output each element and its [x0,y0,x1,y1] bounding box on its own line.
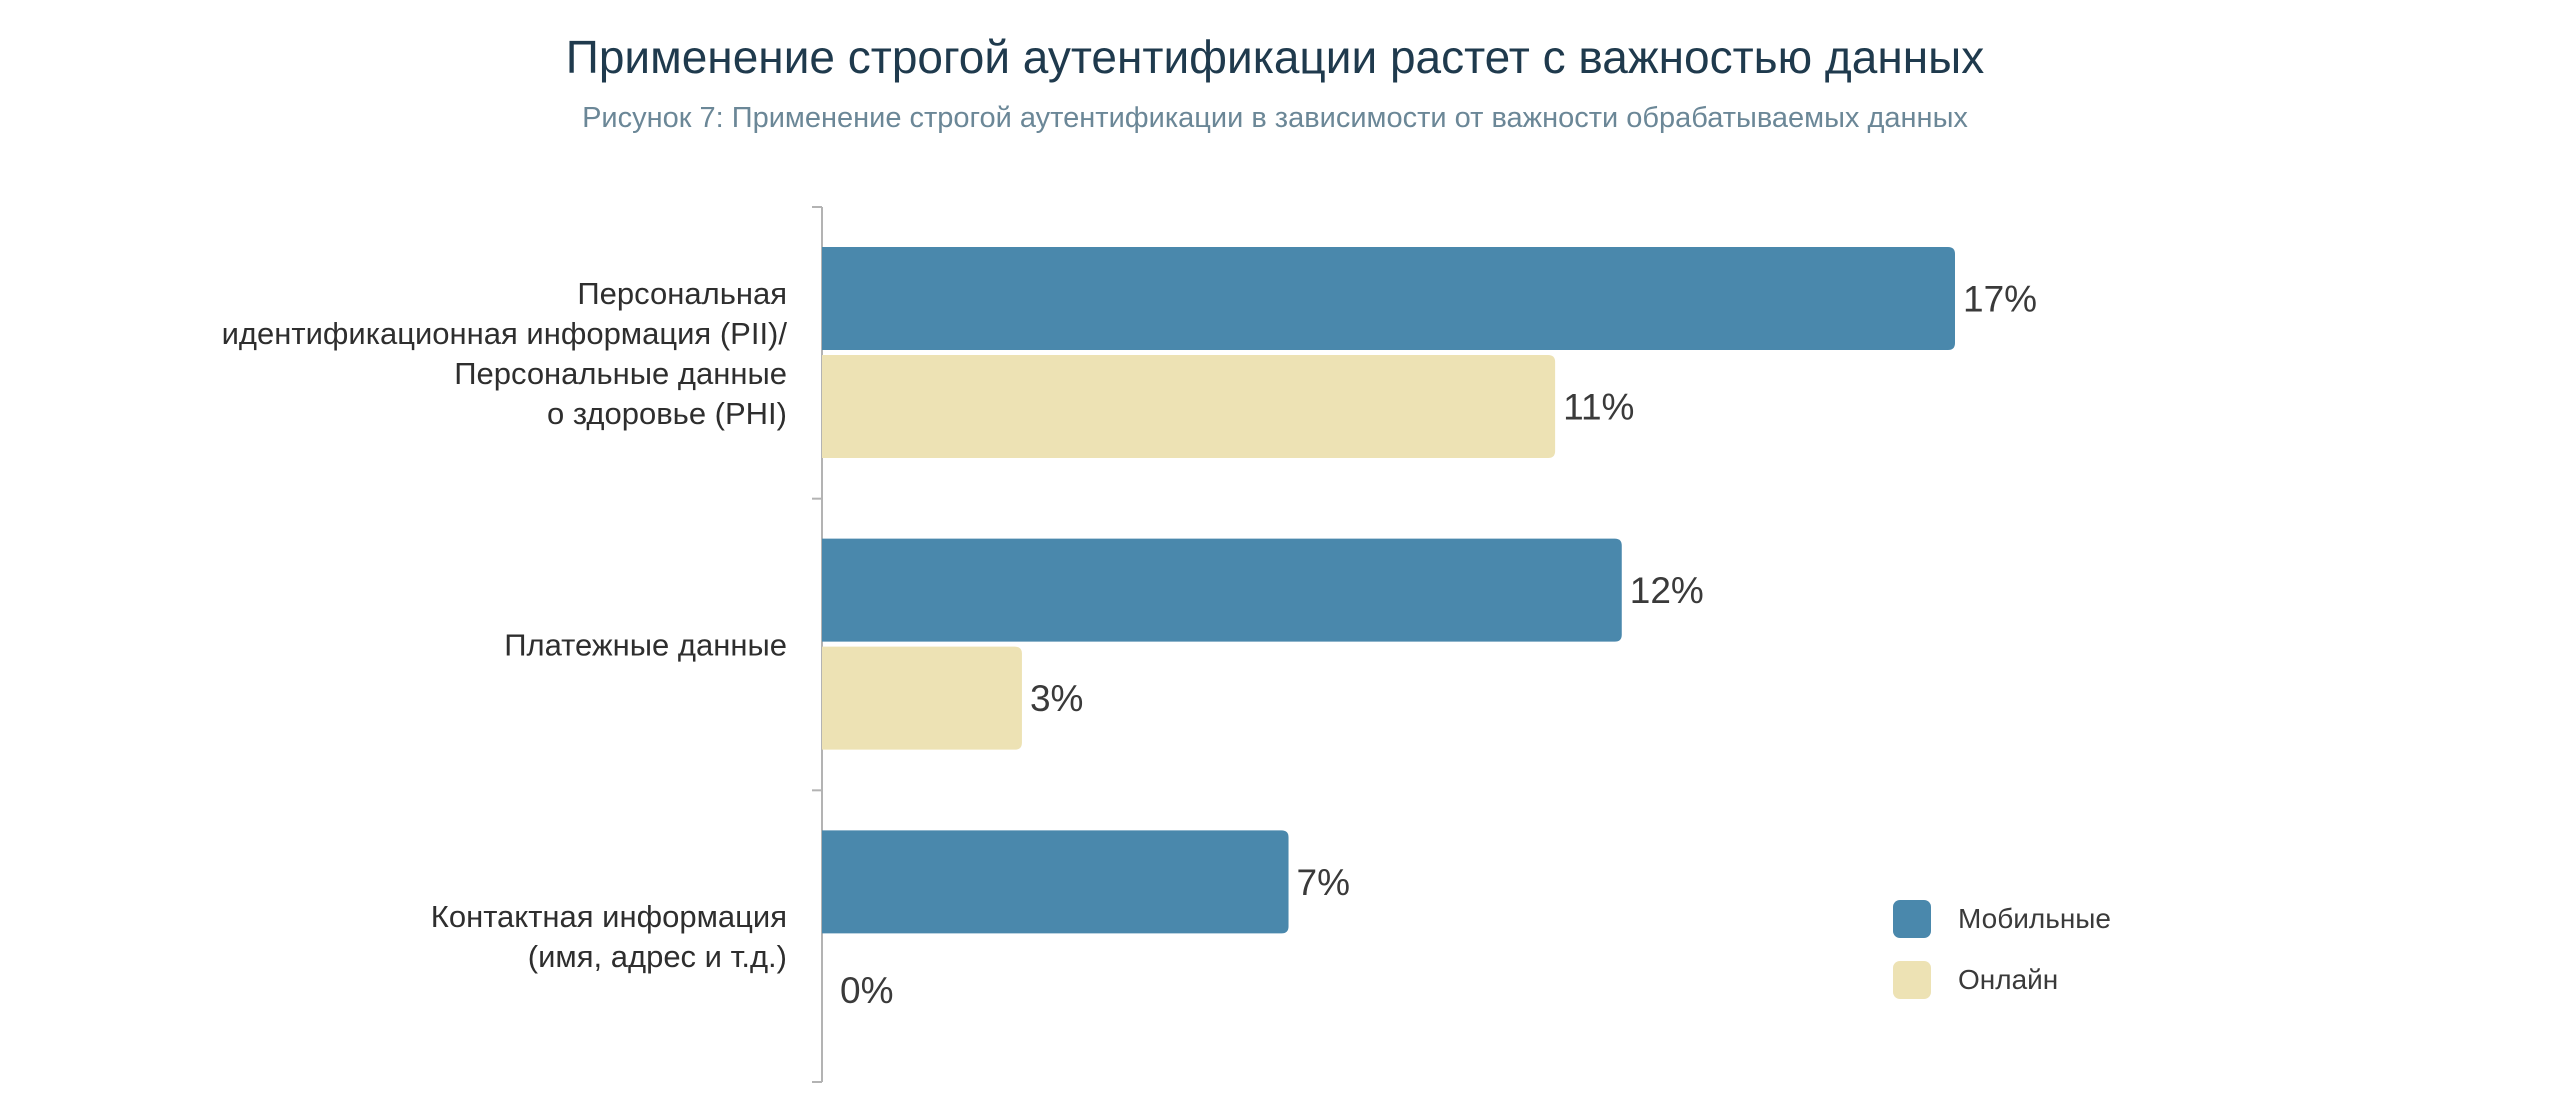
category-label-line: о здоровье (PHI) [547,396,787,431]
category-label-line: Платежные данные [504,628,787,663]
category-label-line: Персональная [577,276,787,311]
legend-label-online: Онлайн [1958,964,2058,995]
bar-mobile [822,830,1289,934]
data-label: 7% [1297,862,1350,903]
bar-mobile [822,538,1622,642]
bar-mobile [822,247,1955,350]
category-label-line: Контактная информация [431,899,787,934]
legend-swatch-mobile [1893,900,1931,938]
legend-label-mobile: Мобильные [1958,903,2111,934]
data-label: 3% [1030,678,1083,719]
legend-swatch-online [1893,961,1931,999]
legend: Мобильные Онлайн [1893,900,2111,999]
chart-subtitle: Рисунок 7: Применение строгой аутентифик… [582,102,1968,134]
axis-layer [812,206,823,1083]
data-label: 17% [1963,279,2037,320]
category-label-line: идентификационная информация (PII)/ [222,316,788,351]
data-label: 0% [840,970,893,1011]
category-label: Контактная информация (имя, адрес и т.д.) [431,899,787,974]
labels-layer: Персональная идентификационная информация… [222,276,2037,1011]
category-label-line: (имя, адрес и т.д.) [528,939,787,974]
bar-online [822,646,1022,750]
data-label: 12% [1630,570,1704,611]
chart-title: Применение строгой аутентификации растет… [565,31,1985,83]
category-label: Платежные данные [504,628,787,663]
bars-layer [822,247,1955,934]
data-label: 11% [1563,387,1634,428]
category-label-line: Персональные данные [454,356,787,391]
category-label: Персональная идентификационная информация… [222,276,788,431]
bar-online [822,355,1556,458]
